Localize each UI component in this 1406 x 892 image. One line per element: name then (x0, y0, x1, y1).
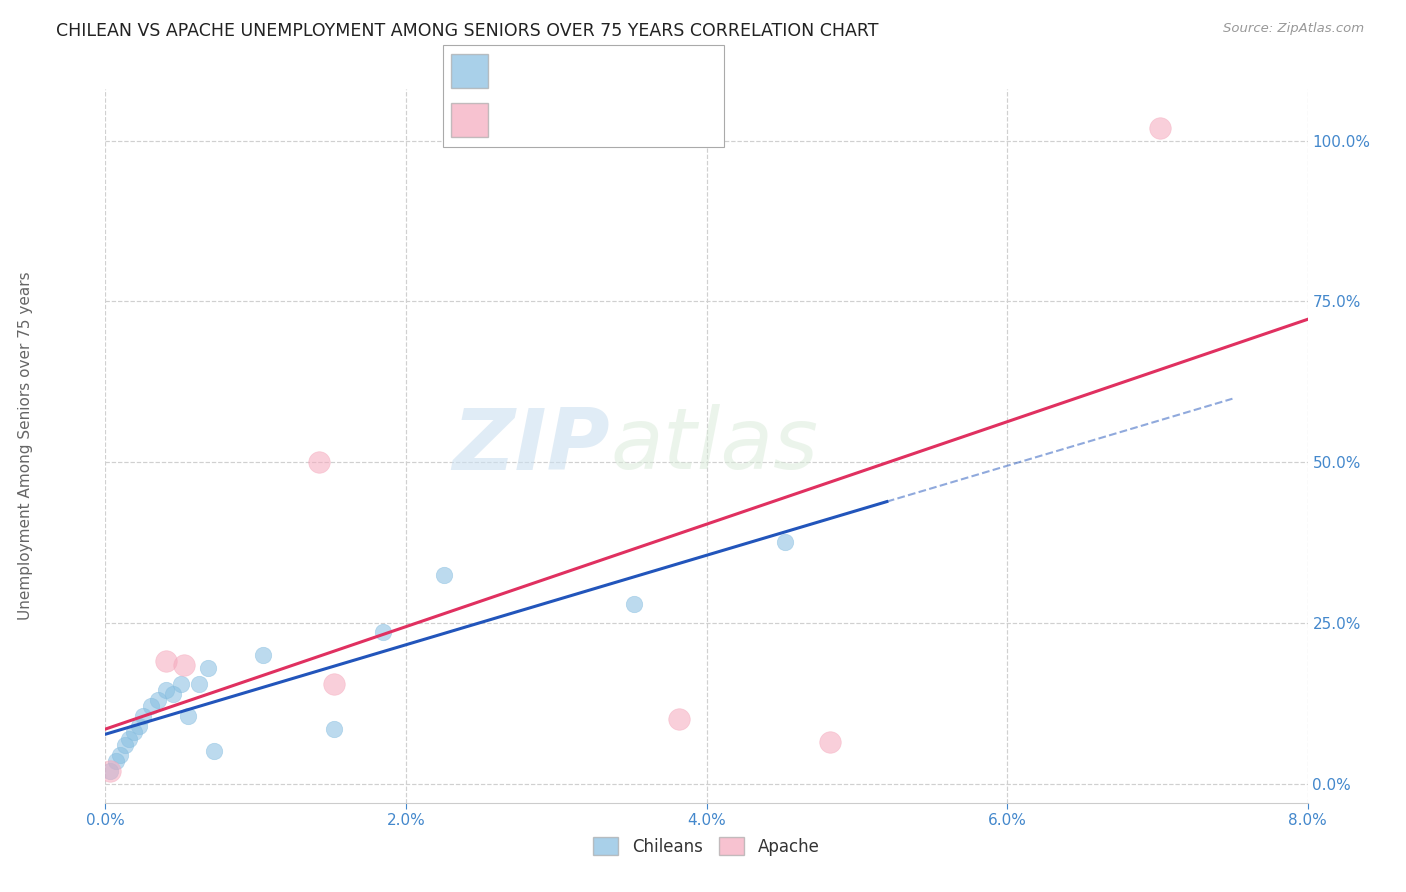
Point (308, 455, 330, 469)
Point (1149, 120, 1171, 135)
Point (132, 709, 155, 723)
Text: 0.554: 0.554 (547, 112, 595, 127)
Point (104, 754, 127, 768)
Point (110, 747, 132, 762)
Point (177, 709, 200, 723)
Point (773, 535, 796, 549)
Text: N =: N = (612, 62, 641, 78)
Text: Source: ZipAtlas.com: Source: ZipAtlas.com (1223, 22, 1364, 36)
Point (146, 693, 169, 707)
Text: R =: R = (499, 112, 527, 127)
Text: R =: R = (499, 62, 527, 78)
Point (139, 699, 162, 714)
Point (202, 744, 225, 758)
Point (432, 567, 454, 582)
Point (155, 683, 177, 698)
FancyBboxPatch shape (451, 54, 488, 87)
Point (155, 654, 177, 668)
Point (122, 725, 145, 739)
Point (128, 719, 150, 733)
Point (373, 625, 395, 640)
Point (114, 738, 136, 752)
Text: CHILEAN VS APACHE UNEMPLOYMENT AMONG SENIORS OVER 75 YEARS CORRELATION CHART: CHILEAN VS APACHE UNEMPLOYMENT AMONG SEN… (56, 22, 879, 40)
Point (818, 735, 841, 749)
Point (98, 764, 121, 778)
Point (322, 677, 344, 691)
Point (173, 657, 195, 672)
Point (668, 712, 690, 726)
Point (162, 686, 184, 700)
Text: N =: N = (612, 112, 641, 127)
FancyBboxPatch shape (443, 45, 724, 147)
Point (98, 764, 121, 778)
Point (322, 722, 344, 736)
Point (252, 648, 274, 662)
Point (197, 661, 219, 675)
Text: Unemployment Among Seniors over 75 years: Unemployment Among Seniors over 75 years (18, 272, 32, 620)
Point (118, 731, 141, 746)
FancyBboxPatch shape (451, 103, 488, 137)
Text: ZIP: ZIP (453, 404, 610, 488)
Text: 0.751: 0.751 (547, 62, 595, 78)
Legend: Chileans, Apache: Chileans, Apache (586, 830, 827, 863)
Text: atlas: atlas (610, 404, 818, 488)
Point (169, 677, 191, 691)
Text: 8: 8 (659, 112, 671, 127)
Point (623, 597, 645, 611)
Text: 23: 23 (659, 62, 681, 78)
Point (187, 677, 209, 691)
